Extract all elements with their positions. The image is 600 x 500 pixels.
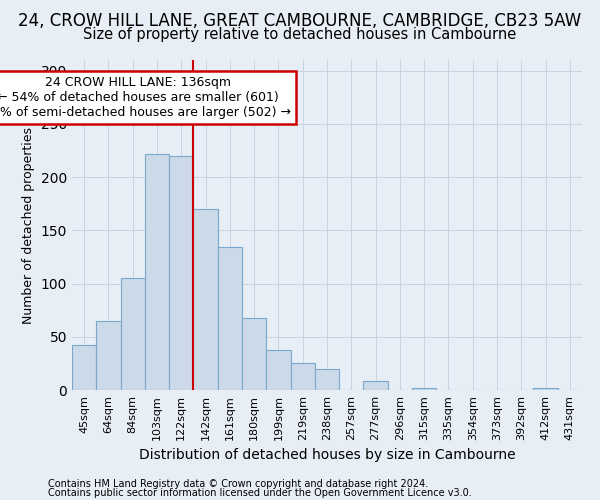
Bar — [242, 318, 266, 390]
Text: 24 CROW HILL LANE: 136sqm
← 54% of detached houses are smaller (601)
45% of semi: 24 CROW HILL LANE: 136sqm ← 54% of detac… — [0, 76, 291, 119]
Y-axis label: Number of detached properties: Number of detached properties — [22, 126, 35, 324]
Bar — [121, 278, 145, 390]
Bar — [145, 154, 169, 390]
Bar — [412, 388, 436, 390]
Text: 24, CROW HILL LANE, GREAT CAMBOURNE, CAMBRIDGE, CB23 5AW: 24, CROW HILL LANE, GREAT CAMBOURNE, CAM… — [19, 12, 581, 30]
Text: Contains HM Land Registry data © Crown copyright and database right 2024.: Contains HM Land Registry data © Crown c… — [48, 479, 428, 489]
X-axis label: Distribution of detached houses by size in Cambourne: Distribution of detached houses by size … — [139, 448, 515, 462]
Text: Size of property relative to detached houses in Cambourne: Size of property relative to detached ho… — [83, 28, 517, 42]
Bar — [218, 248, 242, 390]
Bar — [193, 209, 218, 390]
Bar — [72, 346, 96, 390]
Text: Contains public sector information licensed under the Open Government Licence v3: Contains public sector information licen… — [48, 488, 472, 498]
Bar — [266, 350, 290, 390]
Bar — [96, 321, 121, 390]
Bar — [315, 368, 339, 390]
Bar — [290, 364, 315, 390]
Bar — [169, 156, 193, 390]
Bar — [533, 388, 558, 390]
Bar — [364, 382, 388, 390]
